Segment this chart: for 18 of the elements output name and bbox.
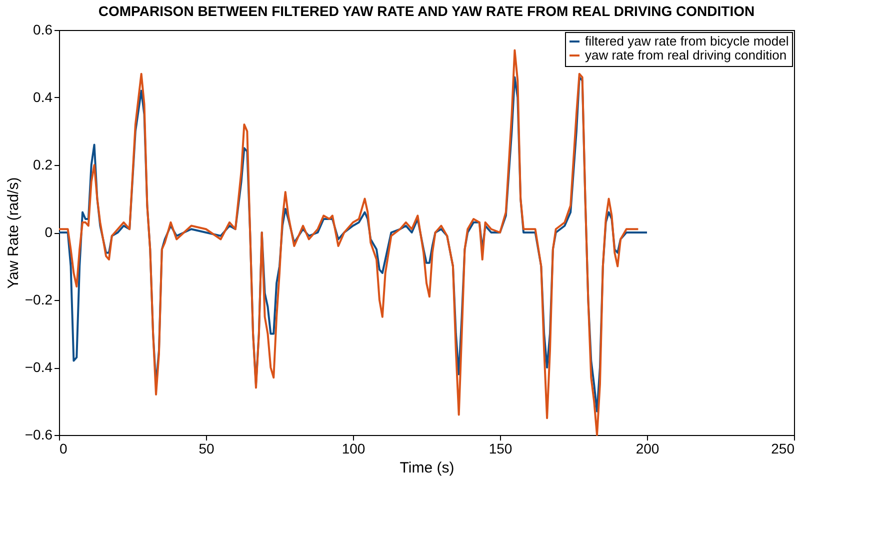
x-tick-label: 50 [198,440,214,456]
x-tick-label: 100 [342,440,366,456]
y-axis-title: Yaw Rate (rad/s) [4,177,22,289]
y-tick-label: −0.6 [24,426,53,442]
x-axis-title: Time (s) [400,460,454,476]
chart-title: COMPARISON BETWEEN FILTERED YAW RATE AND YAW RATE FROM REAL DRIVING CONDITION [98,3,755,19]
y-tick-label: 0.2 [33,156,53,172]
y-tick-label: 0.6 [33,22,53,38]
y-tick-label: 0.4 [33,89,53,105]
y-tick-label: −0.4 [24,359,53,375]
x-tick-label: 250 [771,440,795,456]
legend-label: filtered yaw rate from bicycle model [585,34,789,48]
legend-label: yaw rate from real driving condition [585,48,787,62]
x-tick-label: 200 [636,440,660,456]
y-tick-label: 0 [44,224,53,240]
y-tick-label: −0.2 [24,292,53,308]
x-tick-label: 150 [488,440,512,456]
x-tick-label: 0 [60,440,68,456]
